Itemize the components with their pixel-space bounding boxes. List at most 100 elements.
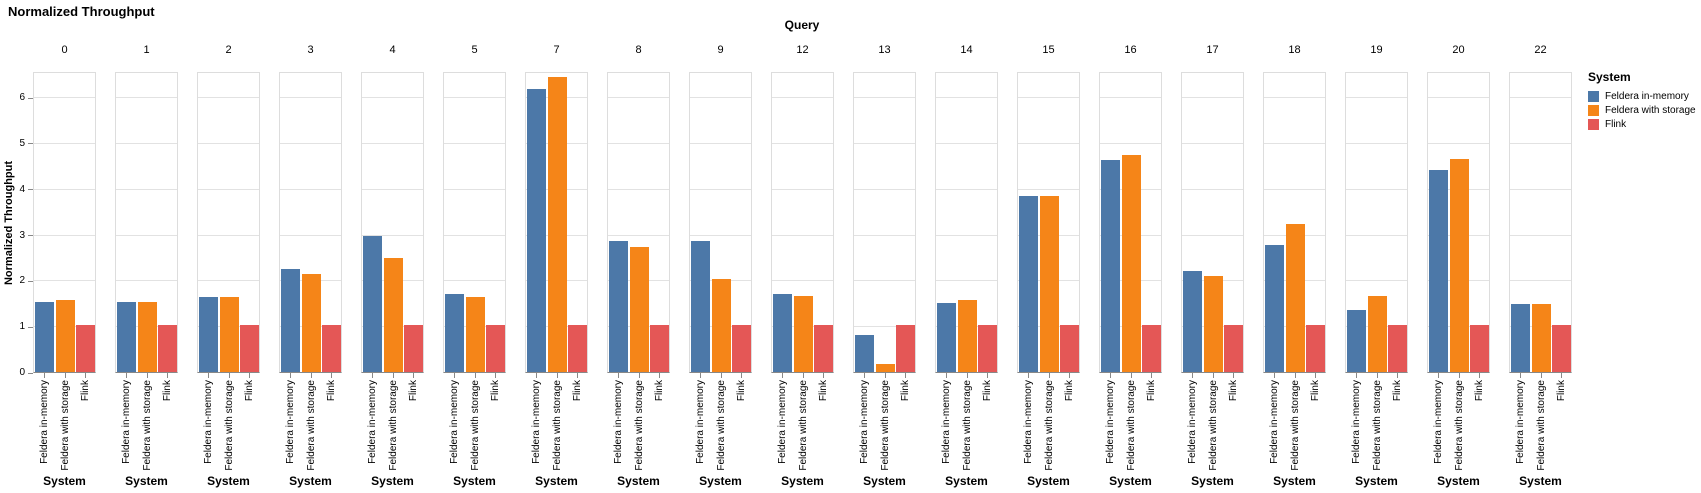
gridline <box>854 326 915 328</box>
x-axis-title: System <box>43 474 86 488</box>
bar-flink <box>650 325 669 372</box>
bar-feldera-in-memory <box>773 294 792 372</box>
facet-axis-title-query: Query <box>784 18 820 32</box>
bar-flink <box>1142 325 1161 372</box>
bar-feldera-in-memory <box>1265 244 1284 372</box>
x-axis-tick-label: Feldera in-memory <box>1187 380 1198 464</box>
gridline <box>690 234 751 236</box>
gridline <box>1182 234 1243 236</box>
x-axis-tick <box>454 373 455 378</box>
facet-header-label: 15 <box>1042 44 1055 56</box>
x-axis-tick <box>659 373 660 378</box>
gridline <box>34 234 95 236</box>
x-axis-tick-label: Flink <box>490 380 501 402</box>
gridline <box>690 188 751 190</box>
x-axis-tick-label: Feldera with storage <box>797 380 809 471</box>
gridline <box>1510 143 1571 144</box>
facet-query-14: 14 Feldera in-memory Feldera with storage F… <box>935 41 998 493</box>
x-axis-tick <box>1438 373 1439 378</box>
facet-header-label: 2 <box>225 44 232 56</box>
facet-plot-area <box>1427 72 1490 373</box>
gridline <box>1018 188 1079 190</box>
facet-plot-area <box>771 72 834 373</box>
x-axis-tick <box>208 373 209 378</box>
facet-plot-area <box>1509 72 1572 373</box>
facet-header-label: 8 <box>635 44 642 56</box>
x-axis-title: System <box>863 474 906 488</box>
bar-feldera-with-storage <box>301 273 321 372</box>
x-axis-tick-label: Flink <box>1064 380 1075 402</box>
bar-flink <box>1306 325 1325 372</box>
gridline <box>1264 143 1325 144</box>
x-axis-tick-label: Feldera in-memory <box>285 380 296 464</box>
gridline <box>1510 97 1571 99</box>
x-axis-tick <box>1069 373 1070 378</box>
facet-query-12: 12 Feldera in-memory Feldera with storage F… <box>771 41 834 493</box>
gridline <box>936 234 997 236</box>
gridline <box>34 143 95 144</box>
gridline <box>1346 97 1407 99</box>
x-axis-tick <box>1028 373 1029 378</box>
gridline <box>280 97 341 99</box>
gridline <box>1428 97 1489 99</box>
x-axis-tick-label: Feldera in-memory <box>39 380 50 464</box>
facet-query-9: 9 Feldera in-memory Feldera with storage Fl… <box>689 41 752 493</box>
gridline <box>772 234 833 236</box>
x-axis-tick <box>392 373 394 378</box>
bar-flink <box>486 325 505 372</box>
bar-flink <box>76 325 95 372</box>
x-axis-tick <box>290 373 291 378</box>
gridline <box>1264 97 1325 99</box>
x-axis-tick <box>1274 373 1275 378</box>
x-axis-tick-label: Flink <box>736 380 747 402</box>
gridline <box>1100 143 1161 144</box>
x-axis-tick-label: Feldera with storage <box>305 380 317 471</box>
legend-items: Feldera in-memory Feldera with storage Fli… <box>1588 91 1696 130</box>
x-axis-tick <box>495 373 496 378</box>
facet-plot-area <box>853 72 916 373</box>
facet-header-label: 1 <box>143 44 150 56</box>
gridline <box>116 280 177 282</box>
x-axis-title: System <box>125 474 168 488</box>
x-axis-tick <box>146 373 148 378</box>
x-axis-tick <box>64 373 66 378</box>
facet-header-label: 14 <box>960 44 973 56</box>
x-axis-tick-label: Feldera with storage <box>1289 380 1301 471</box>
x-axis-title: System <box>1109 474 1152 488</box>
facet-header-label: 16 <box>1124 44 1137 56</box>
gridline <box>936 280 997 282</box>
bar-feldera-in-memory <box>1429 169 1448 372</box>
facet-header-label: 17 <box>1206 44 1219 56</box>
x-axis-tick <box>228 373 230 378</box>
gridline <box>690 97 751 99</box>
bar-feldera-with-storage <box>137 302 157 372</box>
facet-query-5: 5 Feldera in-memory Feldera with storage Fl… <box>443 41 506 493</box>
gridline <box>1018 97 1079 99</box>
x-axis-tick <box>474 373 476 378</box>
facet-query-4: 4 Feldera in-memory Feldera with storage Fl… <box>361 41 424 493</box>
x-axis-tick-label: Feldera with storage <box>1043 380 1055 471</box>
facet-query-19: 19 Feldera in-memory Feldera with storage F… <box>1345 41 1408 493</box>
gridline <box>116 188 177 190</box>
bar-feldera-with-storage <box>547 76 567 372</box>
legend-swatch-feldera-in-memory <box>1588 91 1599 102</box>
x-axis-title: System <box>781 474 824 488</box>
gridline <box>1182 143 1243 144</box>
x-axis-tick <box>556 373 558 378</box>
facet-query-3: 3 Feldera in-memory Feldera with storage Fl… <box>279 41 342 493</box>
legend-item-label: Flink <box>1605 119 1627 130</box>
gridline <box>772 280 833 282</box>
x-axis-tick <box>1376 373 1378 378</box>
facet-plot-area <box>607 72 670 373</box>
legend-swatch-flink <box>1588 119 1599 130</box>
facet-plot-area <box>525 72 588 373</box>
bar-feldera-with-storage <box>1203 275 1223 372</box>
x-axis-tick-label: Flink <box>900 380 911 402</box>
x-axis-tick-label: Feldera with storage <box>469 380 481 471</box>
legend-title: System <box>1588 70 1631 84</box>
bar-feldera-with-storage <box>1285 223 1305 372</box>
x-axis-tick <box>1233 373 1234 378</box>
x-axis-tick <box>167 373 168 378</box>
bar-flink <box>1388 325 1407 372</box>
bar-feldera-in-memory <box>527 88 546 372</box>
